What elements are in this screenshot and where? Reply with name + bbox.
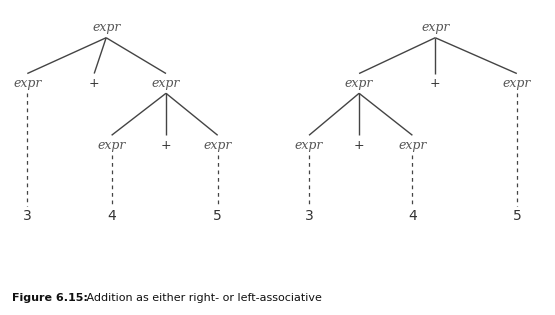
- Text: expr: expr: [345, 77, 374, 90]
- Text: 3: 3: [305, 209, 314, 223]
- Text: +: +: [430, 77, 441, 90]
- Text: Figure 6.15:: Figure 6.15:: [12, 293, 88, 303]
- Text: expr: expr: [421, 21, 450, 34]
- Text: 4: 4: [107, 209, 116, 223]
- Text: expr: expr: [98, 139, 126, 152]
- Text: expr: expr: [152, 77, 180, 90]
- Text: 4: 4: [408, 209, 417, 223]
- Text: expr: expr: [204, 139, 232, 152]
- Text: Addition as either right- or left-associative: Addition as either right- or left-associ…: [83, 293, 322, 303]
- Text: +: +: [161, 139, 171, 152]
- Text: expr: expr: [503, 77, 531, 90]
- Text: expr: expr: [13, 77, 42, 90]
- Text: +: +: [354, 139, 365, 152]
- Text: 3: 3: [23, 209, 32, 223]
- Text: expr: expr: [398, 139, 427, 152]
- Text: +: +: [89, 77, 99, 90]
- Text: expr: expr: [295, 139, 323, 152]
- Text: expr: expr: [92, 21, 120, 34]
- Text: 5: 5: [512, 209, 521, 223]
- Text: 5: 5: [213, 209, 222, 223]
